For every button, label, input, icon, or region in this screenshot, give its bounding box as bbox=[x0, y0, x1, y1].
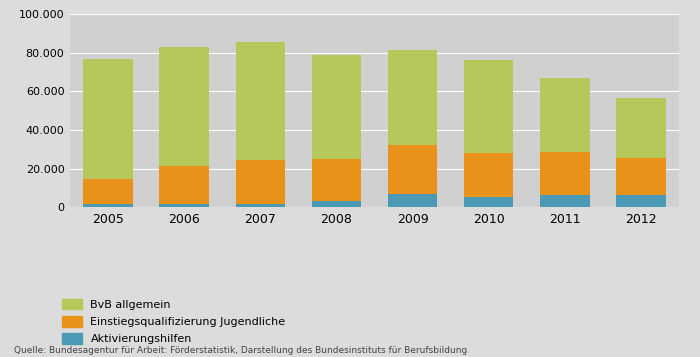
Bar bbox=[236, 204, 285, 207]
Bar bbox=[540, 152, 589, 195]
Bar bbox=[312, 201, 361, 207]
Bar bbox=[160, 204, 209, 207]
Bar bbox=[83, 204, 133, 207]
Bar bbox=[388, 145, 438, 193]
Bar bbox=[388, 193, 438, 207]
Bar bbox=[160, 166, 209, 204]
Bar bbox=[464, 153, 513, 197]
Bar bbox=[388, 50, 438, 145]
Bar bbox=[236, 160, 285, 204]
Bar bbox=[83, 179, 133, 204]
Legend: BvB allgemein, Einstiegsqualifizierung Jugendliche, Aktivierungshilfen: BvB allgemein, Einstiegsqualifizierung J… bbox=[62, 299, 286, 344]
Bar bbox=[616, 158, 666, 196]
Bar bbox=[236, 42, 285, 160]
Bar bbox=[464, 60, 513, 153]
Bar bbox=[312, 159, 361, 201]
Bar bbox=[83, 59, 133, 179]
Text: Quelle: Bundesagentur für Arbeit: Förderstatistik, Darstellung des Bundesinstitu: Quelle: Bundesagentur für Arbeit: Förder… bbox=[14, 346, 468, 355]
Bar bbox=[540, 195, 589, 207]
Bar bbox=[312, 55, 361, 159]
Bar bbox=[616, 196, 666, 207]
Bar bbox=[540, 78, 589, 152]
Bar bbox=[160, 47, 209, 166]
Bar bbox=[616, 98, 666, 158]
Bar bbox=[464, 197, 513, 207]
